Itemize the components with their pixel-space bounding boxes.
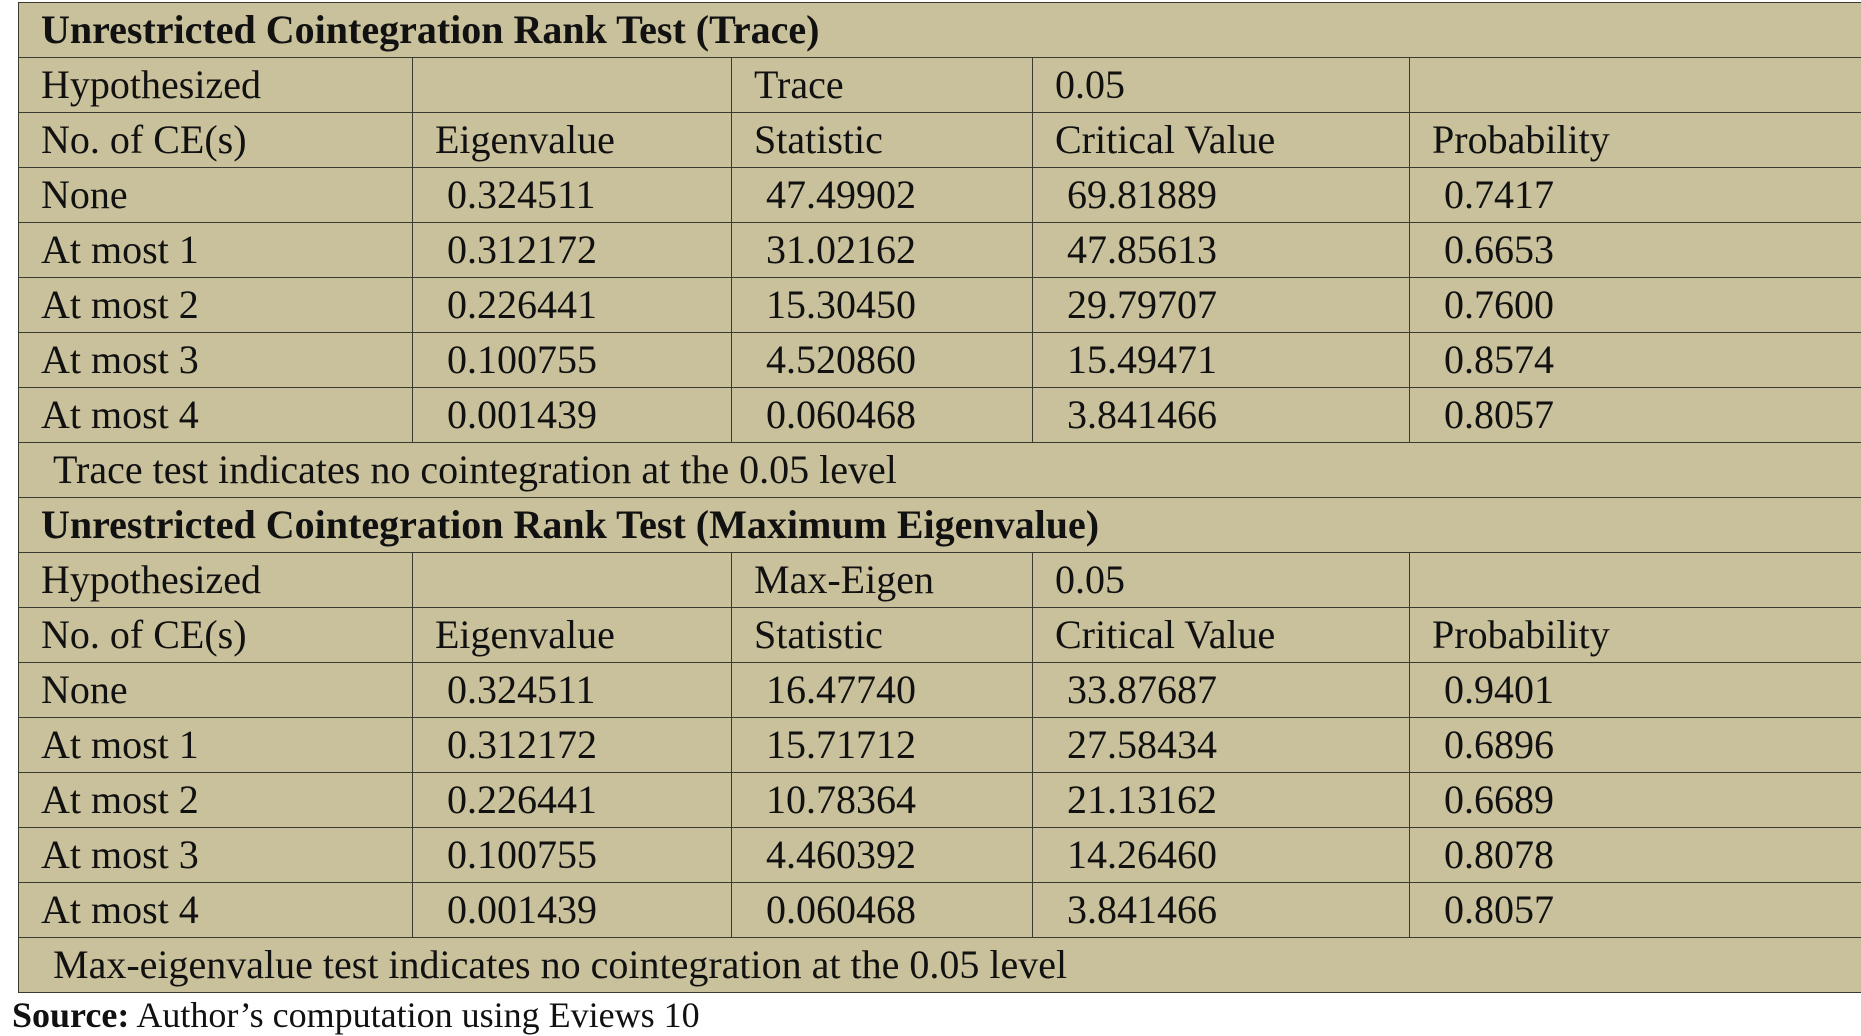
value-cell: 3.841466	[1033, 883, 1410, 938]
row-label: At most 2	[19, 773, 413, 828]
value-cell: 0.8078	[1410, 828, 1861, 883]
value-cell: 0.8057	[1410, 388, 1861, 443]
header-cell: Statistic	[732, 113, 1033, 168]
row-label: At most 4	[19, 883, 413, 938]
value-cell: 0.001439	[413, 388, 732, 443]
header-cell: Probability	[1410, 608, 1861, 663]
row-label: None	[19, 663, 413, 718]
value-cell: 31.02162	[732, 223, 1033, 278]
value-cell: 0.9401	[1410, 663, 1861, 718]
table-title: Unrestricted Cointegration Rank Test (Tr…	[19, 3, 1861, 58]
value-cell: 21.13162	[1033, 773, 1410, 828]
header-cell	[1410, 58, 1861, 113]
value-cell: 0.7417	[1410, 168, 1861, 223]
title-row: Unrestricted Cointegration Rank Test (Ma…	[19, 498, 1861, 553]
value-cell: 0.226441	[413, 278, 732, 333]
header-cell: Eigenvalue	[413, 113, 732, 168]
header-cell: Probability	[1410, 113, 1861, 168]
value-cell: 0.6653	[1410, 223, 1861, 278]
value-cell: 3.841466	[1033, 388, 1410, 443]
header-cell	[1410, 553, 1861, 608]
header-cell: Max-Eigen	[732, 553, 1033, 608]
value-cell: 15.49471	[1033, 333, 1410, 388]
header-cell: Hypothesized	[19, 553, 413, 608]
row-label: None	[19, 168, 413, 223]
header-cell: No. of CE(s)	[19, 608, 413, 663]
value-cell: 0.6689	[1410, 773, 1861, 828]
header-cell: No. of CE(s)	[19, 113, 413, 168]
row-label: At most 2	[19, 278, 413, 333]
value-cell: 0.6896	[1410, 718, 1861, 773]
value-cell: 0.7600	[1410, 278, 1861, 333]
value-cell: 47.85613	[1033, 223, 1410, 278]
header-cell: 0.05	[1033, 553, 1410, 608]
value-cell: 0.060468	[732, 883, 1033, 938]
header-cell: Critical Value	[1033, 608, 1410, 663]
value-cell: 0.312172	[413, 223, 732, 278]
table-note: Trace test indicates no cointegration at…	[19, 443, 1861, 498]
value-cell: 4.520860	[732, 333, 1033, 388]
value-cell: 16.47740	[732, 663, 1033, 718]
source-text: Author’s computation using Eviews 10	[136, 995, 699, 1035]
header-cell: Eigenvalue	[413, 608, 732, 663]
note-row: Max-eigenvalue test indicates no cointeg…	[19, 938, 1861, 993]
value-cell: 14.26460	[1033, 828, 1410, 883]
cointegration-table: Unrestricted Cointegration Rank Test (Tr…	[18, 2, 1861, 993]
source-line: Source: Author’s computation using Eview…	[12, 994, 700, 1036]
value-cell: 0.001439	[413, 883, 732, 938]
header-cell	[413, 553, 732, 608]
value-cell: 0.8574	[1410, 333, 1861, 388]
value-cell: 0.8057	[1410, 883, 1861, 938]
row-label: At most 3	[19, 333, 413, 388]
table-title: Unrestricted Cointegration Rank Test (Ma…	[19, 498, 1861, 553]
header-cell: Trace	[732, 58, 1033, 113]
value-cell: 0.312172	[413, 718, 732, 773]
header-cell: Hypothesized	[19, 58, 413, 113]
value-cell: 27.58434	[1033, 718, 1410, 773]
value-cell: 33.87687	[1033, 663, 1410, 718]
value-cell: 15.30450	[732, 278, 1033, 333]
note-row: Trace test indicates no cointegration at…	[19, 443, 1861, 498]
header-cell	[413, 58, 732, 113]
title-row: Unrestricted Cointegration Rank Test (Tr…	[19, 3, 1861, 58]
table-note: Max-eigenvalue test indicates no cointeg…	[19, 938, 1861, 993]
row-label: At most 1	[19, 223, 413, 278]
value-cell: 0.324511	[413, 663, 732, 718]
value-cell: 4.460392	[732, 828, 1033, 883]
value-cell: 10.78364	[732, 773, 1033, 828]
value-cell: 69.81889	[1033, 168, 1410, 223]
value-cell: 0.100755	[413, 828, 732, 883]
value-cell: 0.324511	[413, 168, 732, 223]
value-cell: 0.060468	[732, 388, 1033, 443]
row-label: At most 3	[19, 828, 413, 883]
row-label: At most 4	[19, 388, 413, 443]
value-cell: 15.71712	[732, 718, 1033, 773]
value-cell: 47.49902	[732, 168, 1033, 223]
header-cell: Critical Value	[1033, 113, 1410, 168]
row-label: At most 1	[19, 718, 413, 773]
value-cell: 0.226441	[413, 773, 732, 828]
header-cell: Statistic	[732, 608, 1033, 663]
source-label: Source:	[12, 995, 129, 1035]
value-cell: 0.100755	[413, 333, 732, 388]
value-cell: 29.79707	[1033, 278, 1410, 333]
header-cell: 0.05	[1033, 58, 1410, 113]
